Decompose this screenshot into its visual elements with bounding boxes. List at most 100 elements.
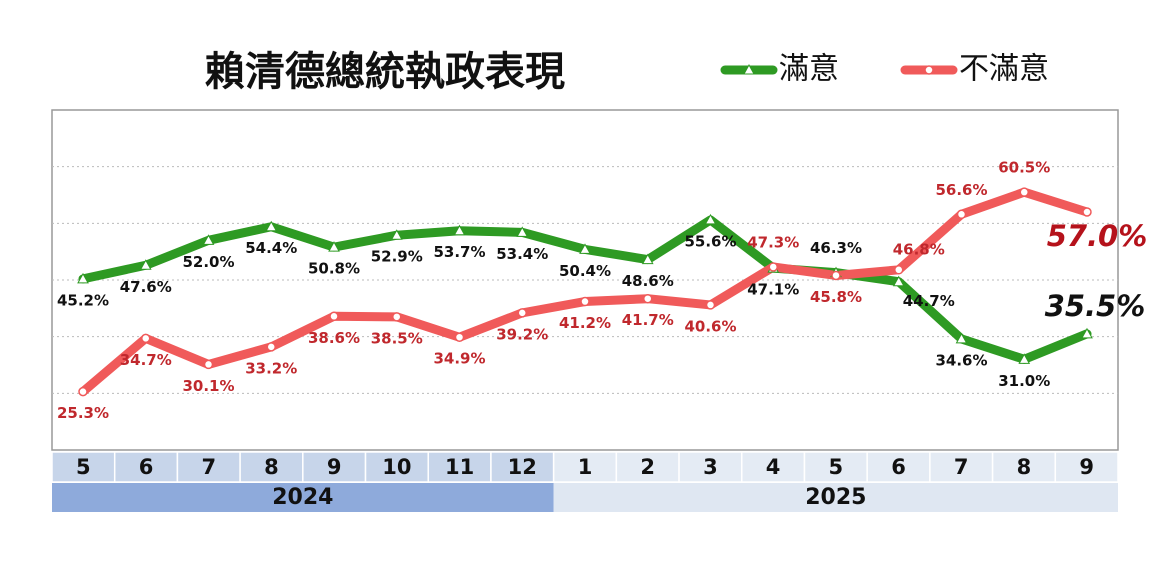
marker: [329, 311, 339, 322]
marker: [641, 253, 654, 265]
year-cell: [52, 483, 554, 512]
marker: [77, 272, 89, 284]
x-tick-label: 5: [76, 455, 91, 479]
plot-area: [51, 109, 1119, 451]
marker: [768, 262, 778, 272]
x-tick-label: 5: [829, 455, 844, 479]
data-label: 54.4%: [245, 239, 297, 257]
data-label: 45.2%: [57, 291, 109, 309]
data-label: 55.6%: [684, 232, 736, 250]
month-cell: [741, 451, 806, 483]
data-label: 34.9%: [433, 350, 485, 368]
chart-title: 賴清德總統執政表現: [205, 49, 565, 95]
data-label: 33.2%: [245, 359, 297, 377]
x-tick-label: 7: [201, 455, 216, 479]
x-tick-label: 6: [139, 455, 154, 479]
data-label: 45.8%: [810, 288, 862, 306]
marker: [266, 342, 276, 352]
marker: [705, 300, 716, 310]
marker: [453, 224, 466, 236]
month-cell: [364, 451, 429, 483]
marker: [202, 234, 215, 245]
data-label: 41.7%: [622, 311, 674, 329]
data-label: 34.6%: [935, 351, 987, 369]
x-tick-label: 8: [1017, 455, 1032, 479]
data-label: 38.6%: [308, 329, 360, 347]
data-label: 50.4%: [559, 262, 611, 280]
marker: [454, 332, 465, 342]
month-cell: [176, 451, 241, 483]
marker: [141, 333, 151, 344]
data-label: 35.5%: [1045, 289, 1146, 323]
x-tick-label: 9: [327, 455, 342, 479]
marker: [203, 359, 214, 370]
x-tick-label: 8: [264, 455, 279, 479]
data-label: 53.7%: [433, 243, 485, 261]
x-tick-label: 3: [703, 455, 718, 479]
data-label: 57.0%: [1047, 219, 1148, 253]
marker: [1081, 327, 1093, 339]
data-label: 47.3%: [747, 233, 799, 251]
month-cell: [1054, 451, 1119, 483]
data-label: 40.6%: [684, 317, 736, 335]
x-tick-label: 12: [508, 455, 537, 479]
data-label: 46.3%: [810, 239, 862, 257]
legend-marker: [924, 65, 934, 75]
marker: [1019, 187, 1029, 197]
data-label: 48.6%: [622, 272, 674, 290]
data-label: 50.8%: [308, 260, 360, 278]
marker: [516, 226, 529, 237]
month-cell: [490, 451, 555, 483]
data-label: 31.0%: [998, 372, 1050, 390]
data-label: 38.5%: [371, 329, 423, 347]
month-cell: [552, 451, 618, 483]
legend-label: 滿意: [779, 52, 839, 87]
data-label: 47.1%: [747, 281, 799, 299]
marker: [831, 270, 841, 281]
data-label: 39.2%: [496, 325, 548, 343]
data-label: 52.0%: [182, 253, 234, 271]
x-tick-label: 2: [640, 455, 655, 479]
marker: [704, 213, 717, 225]
data-label: 60.5%: [998, 159, 1050, 177]
marker: [580, 296, 590, 307]
x-tick-label: 10: [382, 455, 411, 479]
month-cell: [615, 451, 680, 483]
data-label: 47.6%: [120, 278, 172, 296]
marker: [78, 386, 88, 397]
x-tick-label: 7: [954, 455, 969, 479]
marker: [265, 220, 278, 232]
month-cell: [991, 451, 1057, 483]
marker: [579, 243, 591, 254]
year-label: 2024: [272, 485, 333, 510]
month-cell: [929, 451, 994, 483]
x-tick-label: 9: [1079, 455, 1094, 479]
data-label: 30.1%: [182, 377, 234, 395]
marker: [390, 229, 403, 240]
marker: [392, 312, 402, 322]
data-label: 25.3%: [57, 404, 109, 422]
marker: [643, 293, 653, 304]
year-label: 2025: [805, 485, 866, 510]
legend-marker: [743, 63, 755, 75]
data-label: 44.7%: [903, 292, 955, 310]
marker: [956, 209, 967, 220]
marker: [1018, 353, 1031, 364]
marker: [892, 275, 905, 287]
x-tick-label: 1: [578, 455, 593, 479]
legend-label: 不滿意: [959, 52, 1049, 87]
month-cell: [427, 451, 492, 483]
month-cell: [302, 451, 367, 483]
marker: [517, 308, 527, 318]
marker: [894, 265, 904, 275]
x-tick-label: 11: [445, 455, 474, 479]
x-tick-label: 4: [766, 455, 781, 479]
data-label: 46.8%: [893, 240, 945, 258]
marker: [1082, 207, 1092, 217]
data-label: 41.2%: [559, 314, 611, 332]
data-label: 53.4%: [496, 245, 548, 263]
marker: [328, 241, 340, 252]
data-label: 56.6%: [935, 181, 987, 199]
marker: [139, 259, 152, 270]
